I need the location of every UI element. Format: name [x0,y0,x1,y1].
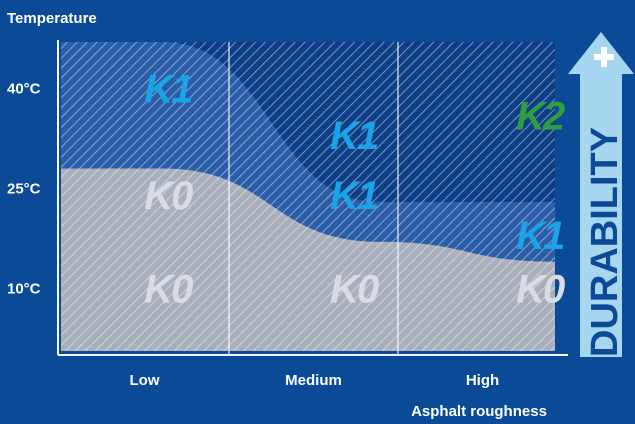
column-dividers [228,42,399,355]
svg-text:K0: K0 [330,267,379,311]
x-tick-label: High [466,372,499,389]
zone-label-k0: K0 [144,174,195,218]
axes [57,40,568,356]
zone-label-k0: K0 [144,267,195,311]
svg-text:K2: K2 [516,94,565,138]
svg-text:K0: K0 [516,267,565,311]
svg-text:K1: K1 [330,114,378,158]
x-tick-label: Medium [285,372,342,389]
zone-label-k1: K1 [330,114,380,158]
y-tick-labels: 10°C 25°C 40°C [7,81,41,298]
zone-label-k1: K1 [330,174,380,218]
durability-indicator: DURABILITY [568,32,634,357]
durability-label: DURABILITY [584,127,626,357]
zone-label-k0: K0 [516,267,567,311]
y-tick-label: 40°C [7,81,41,98]
zone-label-k1: K1 [144,68,194,112]
x-tick-label: Low [130,372,160,389]
y-tick-label: 25°C [7,181,41,198]
y-axis-title: Temperature [7,10,97,27]
x-tick-labels: Low Medium High [130,372,500,389]
durability-plus-icon [594,47,614,67]
plot-regions [61,42,555,351]
zone-label-k1: K1 [516,214,566,258]
svg-text:K0: K0 [144,267,193,311]
svg-text:K1: K1 [144,68,192,112]
y-tick-label: 10°C [7,280,41,297]
zone-label-k0: K0 [330,267,381,311]
durability-arrow-icon [568,32,634,357]
svg-text:K1: K1 [516,214,564,258]
svg-text:K1: K1 [330,174,378,218]
svg-text:K0: K0 [144,174,193,218]
x-axis-title: Asphalt roughness [411,403,547,420]
hatch-overlay [61,42,555,351]
zone-label-k2: K2 [516,94,567,138]
zone-labels: K1 K1 K1 K2 K1 K0 K0 K0 K0 [144,68,567,312]
